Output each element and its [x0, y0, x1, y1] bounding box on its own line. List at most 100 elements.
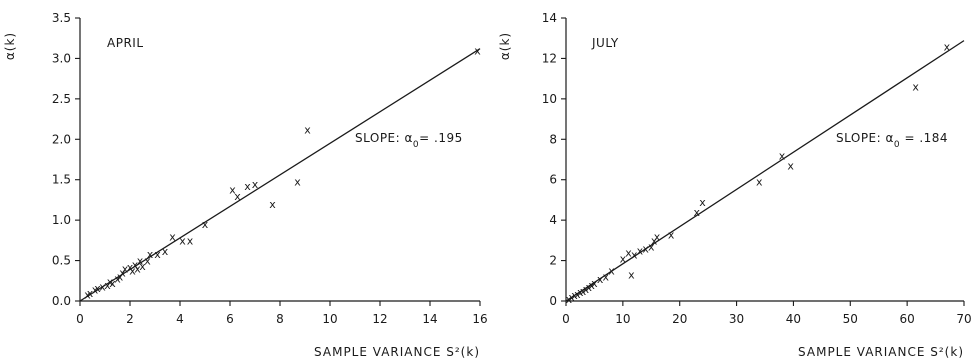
data-point: x	[187, 234, 194, 247]
data-point: x	[577, 286, 584, 299]
data-point: x	[608, 265, 615, 278]
data-point: x	[154, 248, 161, 261]
data-point: x	[269, 198, 276, 211]
slope-annotation: SLOPE: α0= .195	[355, 131, 463, 150]
data-point: x	[99, 280, 106, 293]
data-point: x	[620, 253, 627, 266]
x-axis-title: SAMPLE VARIANCE S²(k)	[798, 345, 964, 359]
data-point: x	[625, 246, 632, 259]
data-point: x	[668, 228, 675, 241]
data-point: x	[132, 259, 139, 272]
y-tick-label: 6	[549, 173, 557, 187]
x-ticks: 0 10 20 30 40 50 60 70	[562, 301, 972, 326]
data-point: x	[129, 264, 136, 277]
y-tick-label: 1.0	[52, 213, 71, 227]
data-point: x	[597, 273, 604, 286]
data-point: x	[134, 263, 141, 276]
data-point: x	[628, 269, 635, 282]
data-point: x	[588, 279, 595, 292]
x-tick-label: 14	[422, 312, 437, 326]
data-point: x	[756, 176, 763, 189]
data-point: x	[144, 255, 151, 268]
fit-line	[79, 48, 481, 302]
data-point: x	[648, 240, 655, 253]
data-point: x	[162, 245, 169, 258]
x-tick-label: 4	[176, 312, 184, 326]
y-tick-label: 12	[542, 51, 557, 65]
x-tick-label: 6	[226, 312, 234, 326]
x-tick-label: 0	[562, 312, 570, 326]
data-point: x	[566, 293, 573, 306]
y-tick-label: 0	[549, 294, 557, 308]
data-point: x	[699, 196, 706, 209]
x-tick-label: 20	[672, 312, 687, 326]
data-point: x	[119, 267, 126, 280]
data-point: x	[234, 190, 241, 203]
data-point: x	[244, 180, 251, 193]
fit-line	[565, 40, 965, 302]
panel-label: APRIL	[107, 36, 144, 50]
x-tick-label: 60	[900, 312, 915, 326]
data-point: x	[585, 281, 592, 294]
panel-label: JULY	[591, 36, 619, 50]
data-point: x	[169, 230, 176, 243]
data-point: x	[912, 81, 919, 94]
data-point: x	[944, 40, 951, 53]
data-point: x	[474, 44, 481, 57]
data-point: x	[137, 255, 144, 268]
data-point: x	[229, 183, 236, 196]
data-point: x	[107, 276, 114, 289]
x-tick-label: 50	[843, 312, 858, 326]
data-point: x	[574, 288, 581, 301]
y-tick-label: 1.5	[52, 173, 71, 187]
data-point: x	[580, 285, 587, 298]
data-point: x	[787, 160, 794, 173]
y-tick-label: 8	[549, 132, 557, 146]
data-point: x	[304, 124, 311, 137]
x-tick-label: 10	[322, 312, 337, 326]
data-point: x	[637, 244, 644, 257]
data-point: x	[591, 277, 598, 290]
data-point: x	[92, 284, 99, 297]
slope-annotation: SLOPE: α0 = .184	[836, 131, 948, 150]
data-point: x	[651, 234, 658, 247]
y-tick-label: 10	[542, 92, 557, 106]
x-axis-title: SAMPLE VARIANCE S²(k)	[314, 345, 480, 359]
y-axis-title: α(k)	[3, 32, 17, 60]
y-tick-label: 2.0	[52, 132, 71, 146]
x-tick-label: 30	[729, 312, 744, 326]
data-point: x	[122, 263, 129, 276]
data-point: x	[87, 287, 94, 300]
data-point: x	[568, 291, 575, 304]
x-ticks: 0 2 4 6 8 10 12 14 16	[76, 301, 488, 326]
y-tick-label: 0.0	[52, 294, 71, 308]
data-point: x	[654, 230, 661, 243]
x-tick-label: 2	[126, 312, 134, 326]
x-tick-label: 12	[372, 312, 387, 326]
data-point: x	[84, 289, 91, 302]
data-point: x	[694, 206, 701, 219]
y-tick-label: 2.5	[52, 92, 71, 106]
april-panel: 0 2 4 6 8 10 12 14 16 0.0 0.5 1.0 1.5 2.0 2.5 3.0 3.5 x…	[3, 11, 488, 359]
y-tick-label: 3.5	[52, 11, 71, 25]
x-tick-label: 0	[76, 312, 84, 326]
x-tick-label: 40	[786, 312, 801, 326]
y-tick-label: 4	[549, 213, 557, 227]
x-tick-label: 70	[956, 312, 971, 326]
data-point: x	[117, 271, 124, 284]
x-tick-label: 8	[276, 312, 284, 326]
data-point: x	[147, 248, 154, 261]
data-point: x	[642, 242, 649, 255]
data-point: x	[603, 271, 610, 284]
data-point: x	[202, 218, 209, 231]
data-point: x	[139, 260, 146, 273]
x-tick-label: 16	[472, 312, 487, 326]
data-point: x	[631, 249, 638, 262]
y-axis-title: α(k)	[498, 32, 512, 60]
data-point: x	[127, 261, 134, 274]
data-point: x	[583, 283, 590, 296]
